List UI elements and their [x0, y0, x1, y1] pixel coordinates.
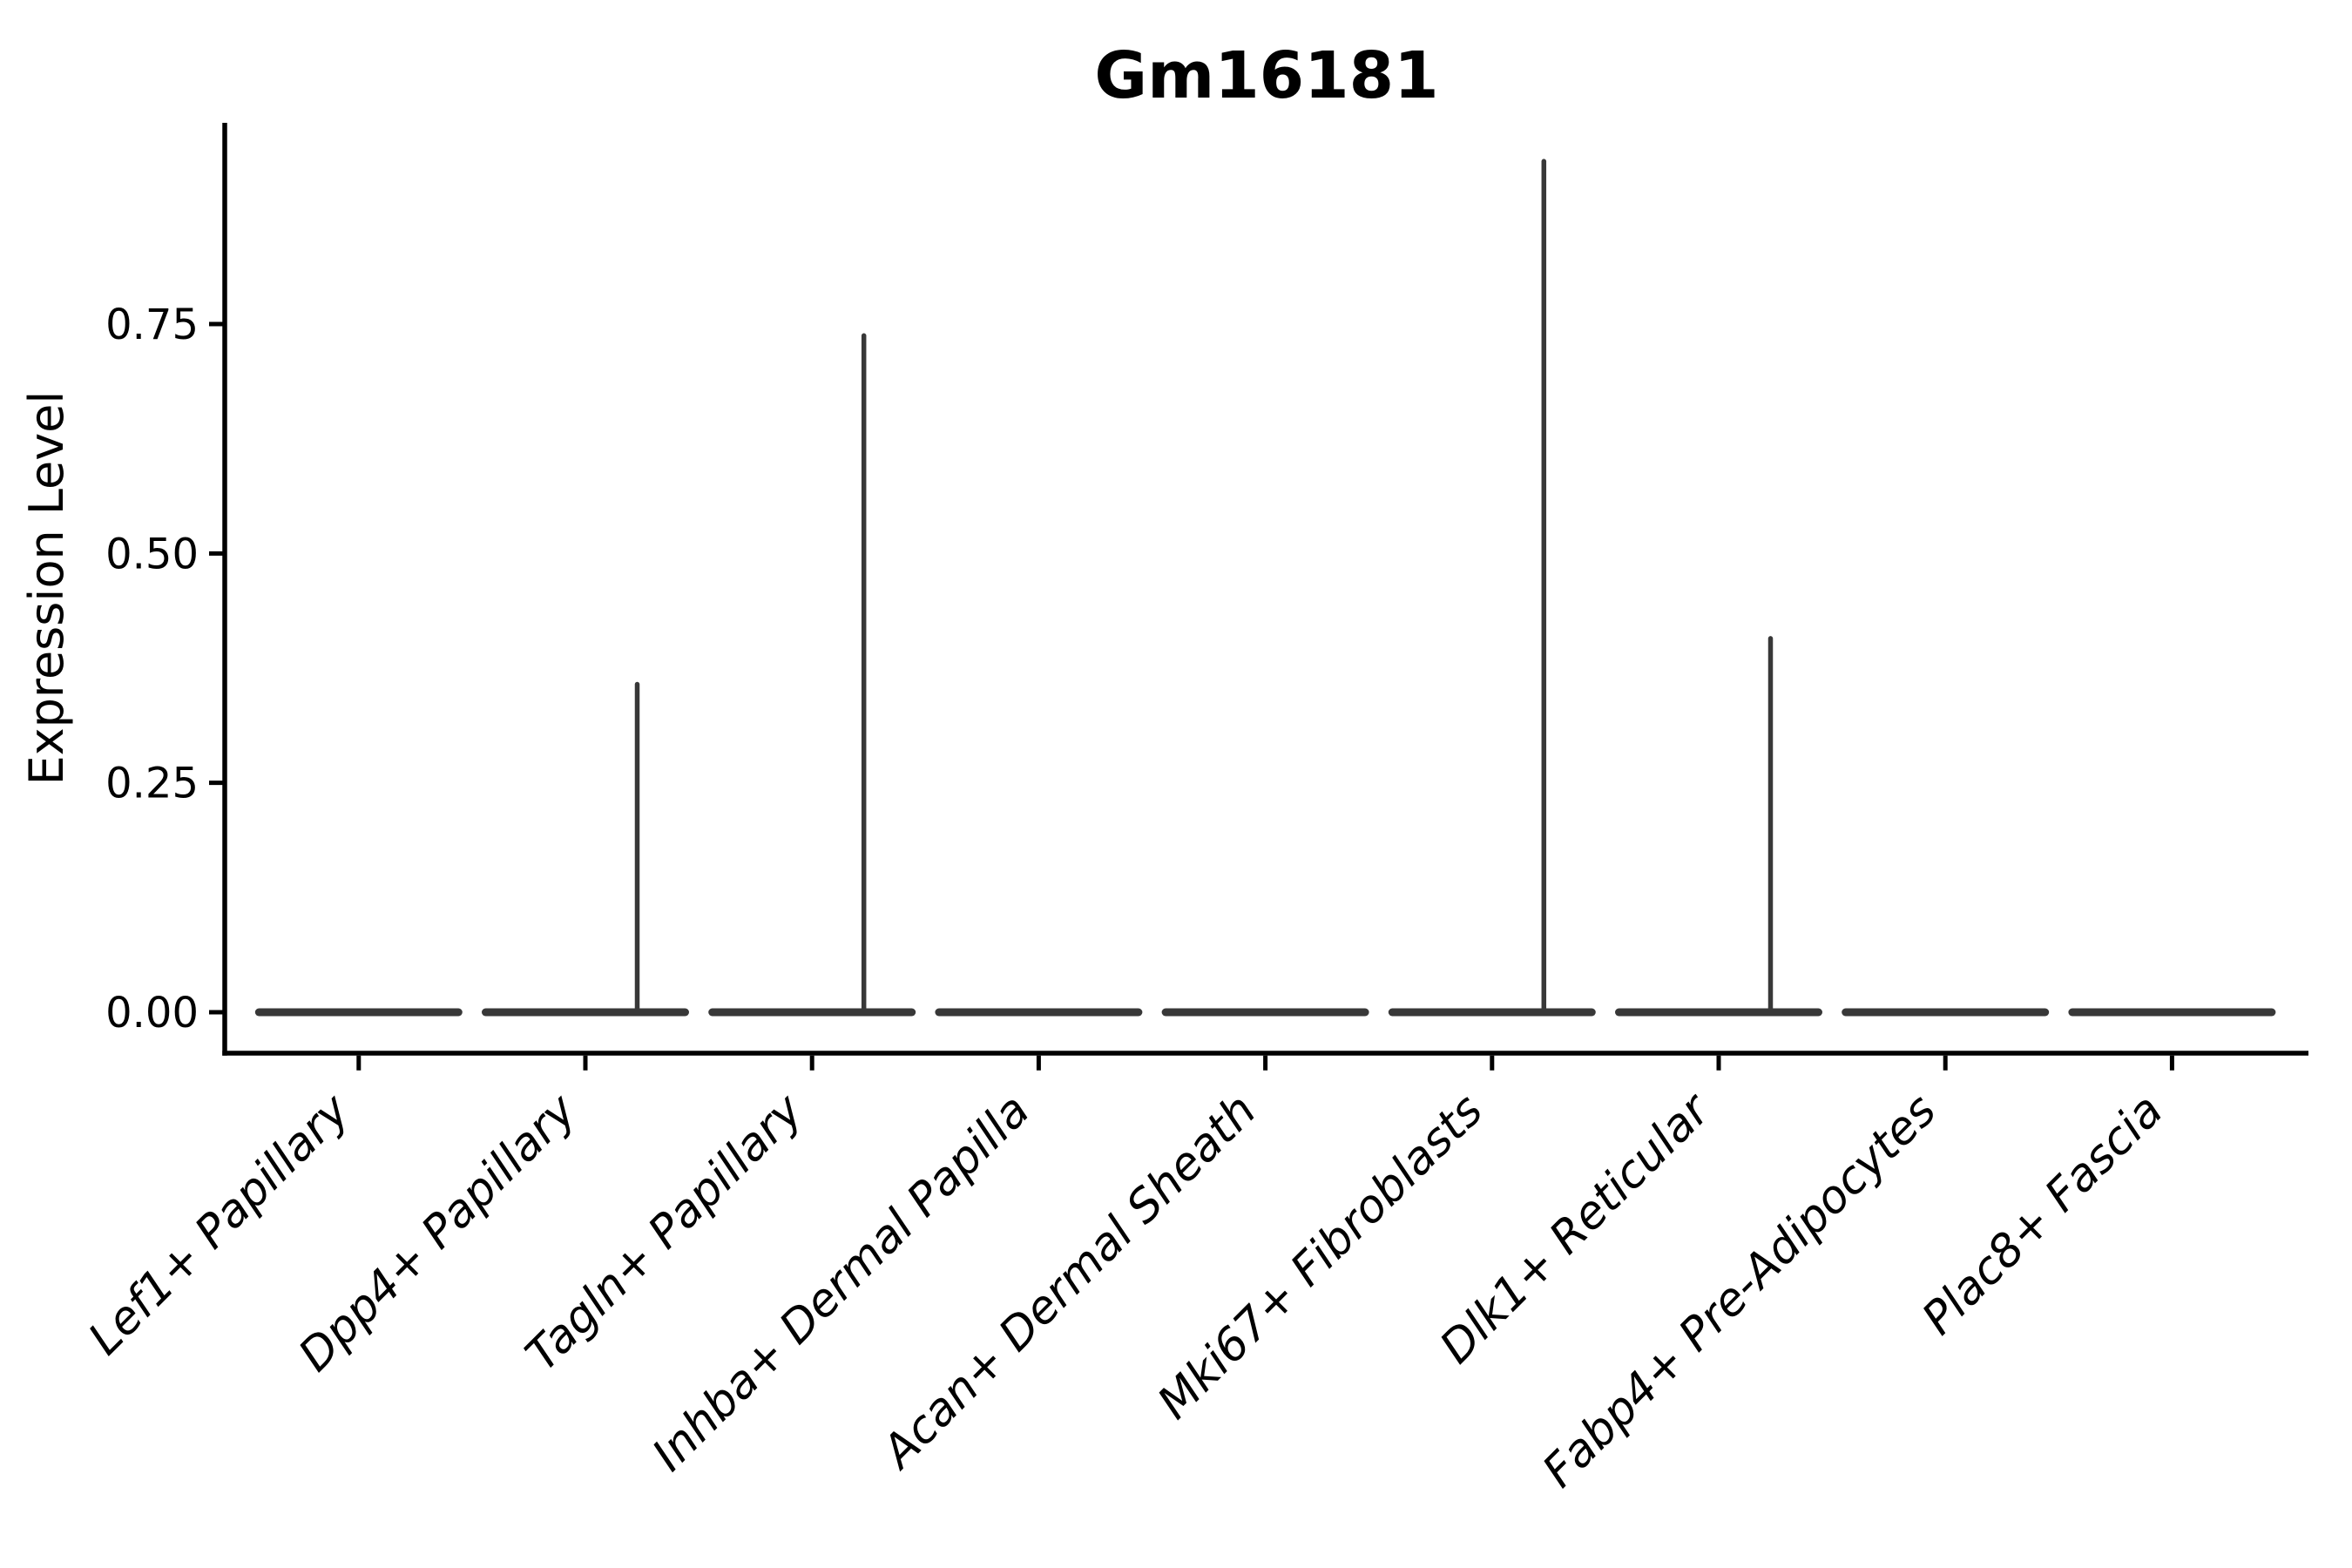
violin-baseline — [482, 1008, 689, 1017]
violin-baseline — [254, 1008, 463, 1017]
y-tick-label: 0.00 — [105, 989, 199, 1037]
violin-baseline — [1388, 1008, 1596, 1017]
x-category-label: Acan+ Dermal Sheath — [871, 1085, 1267, 1480]
violin-baseline — [1615, 1008, 1822, 1017]
x-category-label: Plac8+ Fascia — [1912, 1085, 2173, 1345]
violin-density-spike — [861, 333, 867, 1012]
x-category-label: Inhba+ Dermal Papilla — [643, 1085, 1040, 1482]
y-tick-label: 0.25 — [105, 760, 199, 808]
chart-title: Gm16181 — [1094, 38, 1438, 113]
x-category-label: Fabp4+ Pre-Adipocytes — [1533, 1085, 1947, 1498]
violin-density-spike — [1541, 159, 1547, 1012]
y-tick-label: 0.75 — [105, 301, 199, 349]
violin-density-spike — [634, 681, 640, 1012]
violin-baseline — [935, 1008, 1143, 1017]
violin-baseline — [2068, 1008, 2276, 1017]
violin-density-spike — [1767, 636, 1774, 1012]
violin-baseline — [1842, 1008, 2050, 1017]
violin-baseline — [708, 1008, 916, 1017]
violin-baseline — [1161, 1008, 1369, 1017]
y-tick-label: 0.50 — [105, 530, 199, 578]
y-axis-label: Expression Level — [19, 391, 74, 786]
